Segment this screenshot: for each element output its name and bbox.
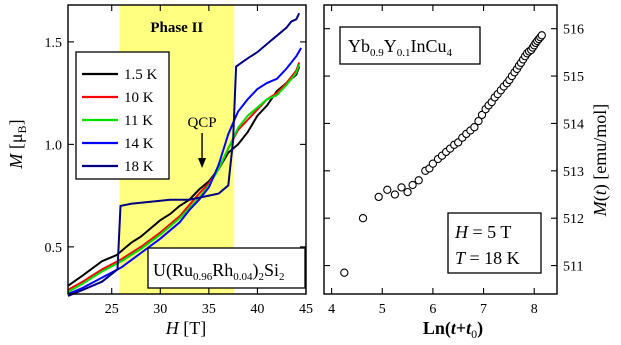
legend-entry-2: 11 K xyxy=(124,113,153,129)
right-plot-frame xyxy=(323,4,558,295)
left-panel: Phase II 25 30 35 40 45 0.5 1.0 1.5 1.5 K 10 K 11… xyxy=(6,4,313,338)
data-point-23 xyxy=(477,110,487,120)
series-line-4 xyxy=(67,12,301,297)
compound-label-right: Yb0.9Y0.1InCu4 xyxy=(348,36,453,59)
data-point-21 xyxy=(470,123,479,132)
compound-box-left xyxy=(147,247,306,289)
series-line-3 xyxy=(67,47,302,295)
r-x-tick-label-0: 4 xyxy=(328,302,335,317)
left-series-lines xyxy=(67,12,302,297)
compound-box-right xyxy=(339,26,481,65)
r-y-tick-label-4: 515 xyxy=(563,70,584,85)
phase-ii-label: Phase II xyxy=(150,20,203,36)
x-tick-label-0: 25 xyxy=(105,302,119,317)
x-tick-label-2: 35 xyxy=(202,302,216,317)
data-point-11 xyxy=(428,159,438,168)
x-tick-label-1: 30 xyxy=(153,302,167,317)
params-box xyxy=(447,212,542,274)
data-point-7 xyxy=(408,180,417,190)
legend: 1.5 K 10 K 11 K 14 K 18 K xyxy=(82,67,158,175)
y-tick-label-2: 1.5 xyxy=(45,36,63,51)
data-point-5 xyxy=(397,183,406,192)
data-point-8 xyxy=(414,176,423,185)
data-point-22 xyxy=(474,116,483,126)
right-panel: 4 5 6 7 8 511 512 513 514 515 516 Yb0.9Y0.1InCu4 H… xyxy=(323,4,611,341)
left-x-axis-label: H [T] xyxy=(165,318,206,338)
r-y-tick-label-1: 512 xyxy=(563,212,584,227)
param-temperature: T = 18 K xyxy=(455,248,520,268)
r-y-tick-label-3: 514 xyxy=(563,117,584,132)
legend-entry-4: 18 K xyxy=(124,159,154,175)
left-plot-frame xyxy=(67,4,307,295)
data-point-3 xyxy=(383,185,392,194)
qcp-label: QCP xyxy=(187,115,216,131)
qcp-arrow xyxy=(198,133,207,168)
right-x-axis-label: Ln(t+t0) xyxy=(423,318,483,341)
data-point-1 xyxy=(358,214,368,223)
series-line-2 xyxy=(67,64,301,293)
data-point-6 xyxy=(403,187,412,197)
right-scatter-points xyxy=(340,31,546,277)
r-x-tick-label-1: 5 xyxy=(379,302,386,317)
data-point-4 xyxy=(390,190,400,199)
param-field: H = 5 T xyxy=(454,222,511,242)
y-tick-label-0: 0.5 xyxy=(45,241,63,256)
x-tick-label-3: 40 xyxy=(250,302,264,317)
left-y-axis-label: M [μB] xyxy=(6,119,29,169)
series-line-0 xyxy=(67,66,301,287)
x-tick-label-4: 45 xyxy=(299,302,313,317)
right-y-axis-label: M(t) [emu/mol] xyxy=(590,104,611,218)
legend-entry-3: 14 K xyxy=(124,136,154,152)
data-point-0 xyxy=(340,268,349,277)
r-x-tick-label-3: 7 xyxy=(480,302,487,317)
legend-entry-1: 10 K xyxy=(124,90,154,106)
data-point-2 xyxy=(374,192,383,202)
r-y-tick-label-0: 511 xyxy=(563,260,583,275)
compound-label-left: U(Ru0.96Rh0.04)2Si2 xyxy=(153,260,285,283)
r-y-tick-label-2: 513 xyxy=(563,165,584,180)
r-x-tick-label-2: 6 xyxy=(429,302,436,317)
right-axis-ticks: 4 5 6 7 8 511 512 513 514 515 516 xyxy=(324,5,584,317)
r-x-tick-label-4: 8 xyxy=(531,302,538,317)
data-point-49 xyxy=(537,31,546,40)
r-y-tick-label-5: 516 xyxy=(563,23,584,38)
left-axis-ticks: 25 30 35 40 45 0.5 1.0 1.5 xyxy=(45,5,313,317)
legend-entry-0: 1.5 K xyxy=(124,67,158,83)
y-tick-label-1: 1.0 xyxy=(45,138,63,153)
